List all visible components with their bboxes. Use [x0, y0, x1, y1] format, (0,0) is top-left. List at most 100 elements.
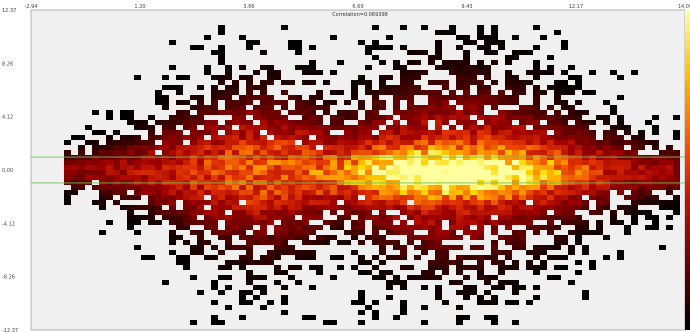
heatmap-cell	[400, 65, 407, 70]
heatmap-cell	[197, 45, 204, 50]
heatmap-cell	[449, 155, 456, 160]
heatmap-cell	[666, 175, 673, 180]
heatmap-cell	[407, 60, 414, 65]
heatmap-cell	[568, 145, 575, 150]
heatmap-cell	[519, 240, 526, 245]
heatmap-cell	[414, 170, 421, 175]
heatmap-cell	[239, 175, 246, 180]
heatmap-cell	[498, 100, 505, 105]
heatmap-cell	[386, 225, 393, 230]
heatmap-cell	[232, 185, 239, 190]
heatmap-cell	[232, 135, 239, 140]
heatmap-cell	[92, 110, 99, 115]
heatmap-cell	[281, 25, 288, 30]
heatmap-cell	[393, 140, 400, 145]
heatmap-cell	[246, 235, 253, 240]
heatmap-cell	[519, 235, 526, 240]
heatmap-cell	[106, 165, 113, 170]
heatmap-cell	[365, 145, 372, 150]
heatmap-cell	[407, 100, 414, 105]
heatmap-cell	[477, 140, 484, 145]
heatmap-cell	[316, 175, 323, 180]
heatmap-cell	[505, 100, 512, 105]
heatmap-cell	[561, 145, 568, 150]
heatmap-cell	[365, 130, 372, 135]
heatmap-cell	[309, 115, 316, 120]
heatmap-cell	[540, 210, 547, 215]
heatmap-cell	[190, 160, 197, 165]
heatmap-cell	[372, 120, 379, 125]
heatmap-cell	[162, 160, 169, 165]
heatmap-cell	[519, 115, 526, 120]
heatmap-cell	[120, 115, 127, 120]
heatmap-cell	[372, 310, 379, 315]
heatmap-cell	[414, 145, 421, 150]
heatmap-cell	[505, 55, 512, 60]
heatmap-cell	[484, 50, 491, 55]
heatmap-cell	[589, 195, 596, 200]
heatmap-cell	[428, 145, 435, 150]
heatmap-cell	[155, 190, 162, 195]
heatmap-cell	[379, 245, 386, 250]
heatmap-cell	[134, 165, 141, 170]
heatmap-cell	[400, 225, 407, 230]
heatmap-cell	[274, 240, 281, 245]
heatmap-cell	[225, 95, 232, 100]
heatmap-cell	[379, 165, 386, 170]
heatmap-cell	[456, 320, 463, 325]
heatmap-cell	[288, 265, 295, 270]
heatmap-cell	[239, 145, 246, 150]
heatmap-cell	[596, 220, 603, 225]
heatmap-cell	[505, 220, 512, 225]
heatmap-cell	[428, 185, 435, 190]
heatmap-cell	[78, 155, 85, 160]
heatmap-cell	[547, 245, 554, 250]
heatmap-cell	[400, 25, 407, 30]
heatmap-cell	[176, 115, 183, 120]
heatmap-cell	[498, 170, 505, 175]
heatmap-cell	[442, 135, 449, 140]
heatmap-cell	[309, 165, 316, 170]
heatmap-cell	[512, 95, 519, 100]
heatmap-cell	[246, 195, 253, 200]
heatmap-cell	[386, 165, 393, 170]
heatmap-cell	[351, 180, 358, 185]
heatmap-cell	[260, 240, 267, 245]
heatmap-cell	[281, 240, 288, 245]
heatmap-cell	[505, 75, 512, 80]
heatmap-cell	[197, 160, 204, 165]
heatmap-cell	[204, 120, 211, 125]
heatmap-cell	[561, 40, 568, 45]
heatmap-cell	[211, 135, 218, 140]
heatmap-cell	[64, 195, 71, 200]
heatmap-cell	[554, 145, 561, 150]
heatmap-cell	[449, 145, 456, 150]
heatmap-cell	[421, 155, 428, 160]
heatmap-cell	[295, 45, 302, 50]
heatmap-cell	[568, 65, 575, 70]
heatmap-cell	[232, 180, 239, 185]
heatmap-cell	[316, 270, 323, 275]
heatmap-cell	[435, 80, 442, 85]
heatmap-cell	[519, 50, 526, 55]
heatmap-cell	[190, 210, 197, 215]
heatmap-cell	[106, 150, 113, 155]
heatmap-cell	[561, 150, 568, 155]
heatmap-cell	[127, 205, 134, 210]
heatmap-cell	[407, 115, 414, 120]
heatmap-cell	[554, 135, 561, 140]
heatmap-cell	[78, 165, 85, 170]
heatmap-cell	[484, 215, 491, 220]
heatmap-cell	[554, 265, 561, 270]
heatmap-cell	[393, 190, 400, 195]
heatmap-cell	[351, 80, 358, 85]
heatmap-cell	[659, 165, 666, 170]
heatmap-cell	[246, 270, 253, 275]
heatmap-cell	[470, 95, 477, 100]
heatmap-cell	[260, 235, 267, 240]
heatmap-cell	[239, 95, 246, 100]
heatmap-cell	[113, 185, 120, 190]
heatmap-cell	[246, 260, 253, 265]
heatmap-cell	[582, 250, 589, 255]
heatmap-cell	[358, 75, 365, 80]
